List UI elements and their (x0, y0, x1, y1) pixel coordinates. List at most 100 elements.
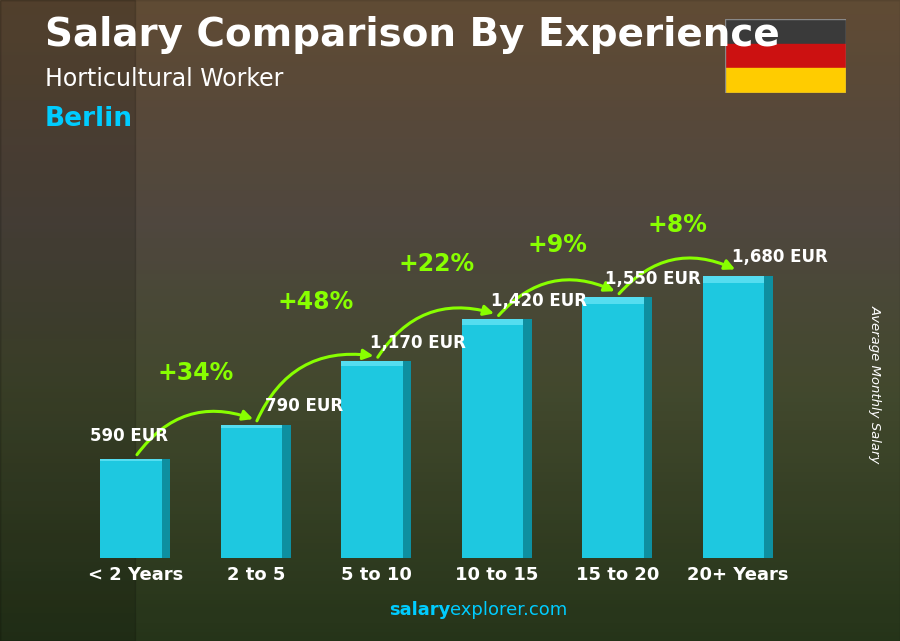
Bar (0, 276, 900, 279)
Bar (0, 397, 900, 401)
Bar (0, 253, 900, 256)
Bar (0, 189, 900, 192)
Bar (0, 394, 900, 397)
Bar (0, 513, 900, 516)
Bar (0, 385, 900, 388)
Text: salary: salary (389, 601, 450, 619)
Bar (0, 510, 900, 513)
Bar (0, 407, 900, 410)
Bar (0, 240, 900, 244)
Bar (0, 474, 900, 478)
Bar (0, 468, 900, 471)
Bar (0, 106, 900, 109)
Bar (0, 301, 900, 304)
Bar (0, 603, 900, 606)
Bar (764, 276, 772, 558)
Bar (0, 125, 900, 128)
Bar (0, 401, 900, 404)
Bar (0, 410, 900, 413)
Bar (0, 362, 900, 365)
Bar (0, 612, 900, 615)
Bar (220, 425, 283, 428)
Bar (0, 420, 900, 423)
Bar (0, 234, 900, 237)
Bar (0, 179, 900, 183)
Bar (162, 458, 170, 558)
Bar (0, 215, 900, 218)
Text: Average Monthly Salary: Average Monthly Salary (868, 305, 881, 464)
Bar (0, 263, 900, 266)
Bar (0, 48, 900, 51)
Bar (0, 10, 900, 13)
Bar (0, 638, 900, 641)
Bar (0, 99, 900, 103)
Bar (0, 74, 900, 77)
Bar (0, 80, 900, 83)
Bar (582, 297, 644, 558)
Bar (0, 609, 900, 612)
Bar (0, 282, 900, 285)
Bar (0, 442, 900, 445)
Bar (0, 583, 900, 587)
Bar (703, 276, 764, 558)
Text: 1,550 EUR: 1,550 EUR (605, 271, 701, 288)
Text: +9%: +9% (527, 233, 587, 257)
Bar (0, 494, 900, 497)
Bar (341, 362, 403, 558)
Bar (0, 256, 900, 260)
Bar (0, 340, 900, 343)
Bar (0, 224, 900, 228)
Text: 590 EUR: 590 EUR (89, 427, 167, 445)
Bar (0, 372, 900, 375)
Bar (0, 228, 900, 231)
Bar (0, 0, 135, 641)
Text: explorer.com: explorer.com (450, 601, 567, 619)
Bar (0, 186, 900, 189)
Bar (0, 423, 900, 426)
Bar (0, 471, 900, 474)
Bar (0, 330, 900, 333)
Bar (341, 362, 403, 366)
Bar (0, 554, 900, 558)
Bar (0, 378, 900, 381)
Bar (0, 54, 900, 58)
Bar (0, 285, 900, 288)
Bar (0, 154, 900, 157)
Bar (0, 202, 900, 205)
Bar (0, 314, 900, 317)
Bar (0, 0, 900, 3)
Bar (0, 580, 900, 583)
Bar (0, 19, 900, 22)
Bar (0, 567, 900, 570)
Bar (0, 413, 900, 417)
Bar (0, 176, 900, 179)
Bar (0, 606, 900, 609)
Bar (0, 542, 900, 545)
Bar (0, 183, 900, 186)
Bar (0, 170, 900, 173)
Bar (0, 266, 900, 269)
Bar (0, 247, 900, 250)
Bar (0, 96, 900, 99)
Bar (644, 297, 652, 558)
Bar (0, 163, 900, 167)
Bar (0, 353, 900, 356)
Bar (0, 481, 900, 484)
Bar (0, 388, 900, 391)
Bar (0, 244, 900, 247)
Bar (0, 295, 900, 298)
Bar (0, 359, 900, 362)
Bar (0, 199, 900, 202)
Bar (100, 458, 162, 558)
Text: 1,420 EUR: 1,420 EUR (491, 292, 587, 310)
Bar (0, 535, 900, 538)
Bar (0, 26, 900, 29)
Bar (0, 526, 900, 529)
Bar (0, 577, 900, 580)
Bar (0, 103, 900, 106)
Bar (0, 622, 900, 625)
Bar (0, 628, 900, 631)
Bar (283, 425, 291, 558)
Bar (724, 69, 846, 93)
Bar (0, 279, 900, 282)
